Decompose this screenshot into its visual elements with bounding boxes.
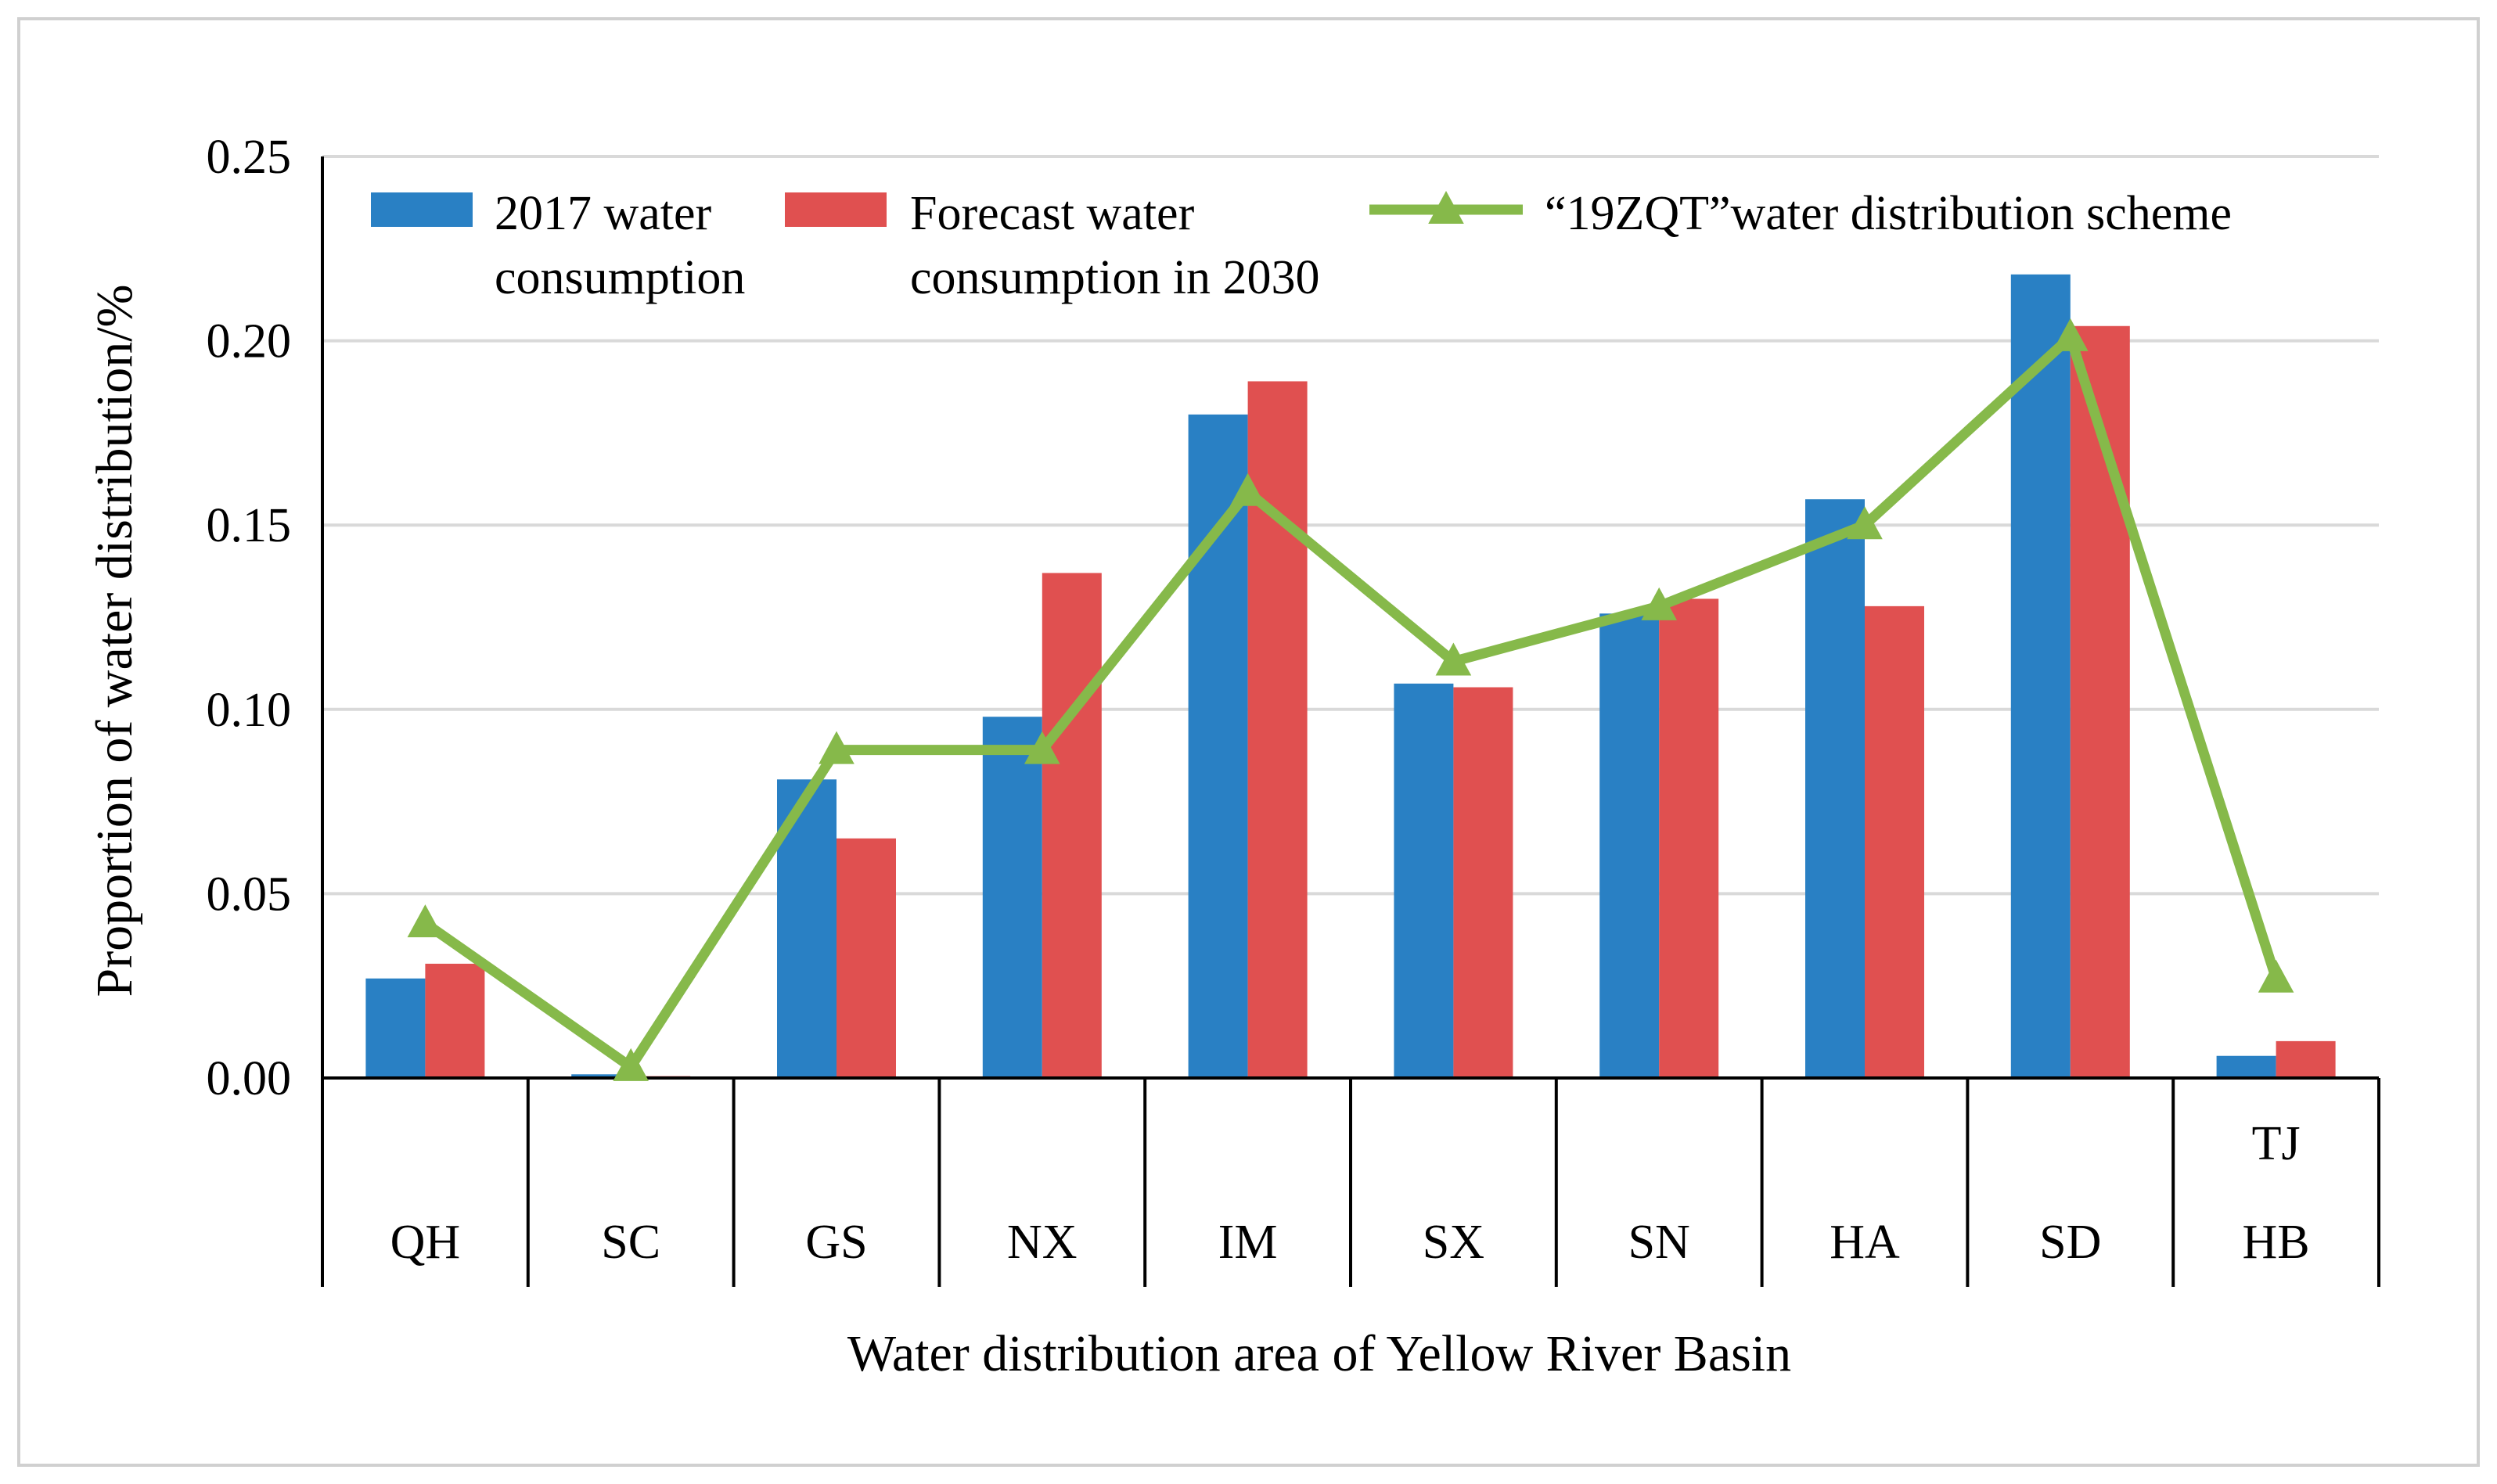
legend-triangle-marker [1428,191,1464,224]
scheme-marker-gs [819,731,855,764]
bar-2017-nx [982,717,1042,1078]
bars [365,274,2336,1079]
scheme-marker-sx [1435,642,1472,676]
x-tick-label-qh: QH [390,1216,461,1269]
y-tick-label: 0.15 [207,499,292,552]
y-tick-label: 0.10 [207,684,292,737]
extra-category-label: TJ [2252,1117,2301,1170]
x-tick-label-ha: HA [1830,1216,1900,1269]
scheme-marker-ha [1847,506,1883,540]
x-tick-label-gs: GS [805,1216,867,1269]
legend-item-3: “19ZQT”water distribution scheme [1369,187,2232,240]
y-tick-label: 0.05 [207,868,292,921]
scheme-line-layer [407,318,2294,1081]
legend-label: “19ZQT”water distribution scheme [1545,187,2232,240]
x-tick-label-sc: SC [601,1216,660,1269]
bar-2030-im [1247,381,1308,1078]
scheme-marker-hb [2258,959,2294,993]
bar-2030-qh [425,963,485,1078]
legend-swatch [371,192,473,227]
bar-2030-sn [1659,598,1719,1078]
bar-2030-ha [1865,605,1924,1078]
x-tick-label-im: IM [1218,1216,1278,1269]
bar-2017-sd [2010,274,2071,1079]
legend-label: consumption [495,251,745,304]
x-category-labels: QH SC GS NX IM SX SN HA SD HB [390,1216,2310,1269]
legend: 2017 water consumption Forecast water consu… [371,187,2232,304]
legend-item-2: Forecast water consumption in 2030 [785,187,1320,304]
y-tick-label: 0.00 [207,1052,292,1105]
x-tick-label-nx: NX [1007,1216,1078,1269]
legend-label: Forecast water [910,187,1195,240]
legend-label: 2017 water [495,187,712,240]
scheme-marker-nx [1024,731,1060,764]
axes [321,156,2380,1287]
scheme-line [422,332,2281,1073]
y-tick-label: 0.20 [207,315,292,368]
bar-2030-sd [2070,325,2130,1078]
x-tick-label-sn: SN [1628,1216,1690,1269]
x-tick-label-sd: SD [2039,1216,2101,1269]
bar-2030-hb [2276,1040,2336,1078]
x-tick-label-hb: HB [2243,1216,2310,1269]
bar-2030-gs [837,838,896,1078]
legend-swatch [785,192,887,227]
x-axis-title: Water distribution area of Yellow River … [847,1325,1791,1382]
scheme-marker-qh [407,904,444,938]
bar-2017-qh [365,978,426,1078]
bar-2030-sx [1453,687,1513,1078]
y-tick-label: 0.25 [207,131,292,184]
scheme-marker-im [1229,473,1266,506]
legend-label: consumption in 2030 [910,251,1320,304]
bar-2017-sc [571,1074,631,1078]
bar-2017-ha [1805,499,1865,1078]
bar-2017-sx [1394,683,1454,1078]
bar-2017-sn [1599,613,1660,1078]
scheme-marker-sn [1641,587,1677,620]
bar-2017-hb [2216,1055,2276,1078]
y-axis-title: Proportion of water distribution/% [86,284,143,997]
x-tick-label-sx: SX [1423,1216,1484,1269]
bar-2017-im [1188,414,1248,1078]
bar-2030-nx [1042,573,1102,1078]
scheme-marker-sc [613,1047,649,1081]
legend-item-1: 2017 water consumption [371,187,745,304]
scheme-marker-sd [2053,318,2089,351]
y-tick-labels: 0.00 0.05 0.10 0.15 0.20 0.25 [207,131,292,1105]
